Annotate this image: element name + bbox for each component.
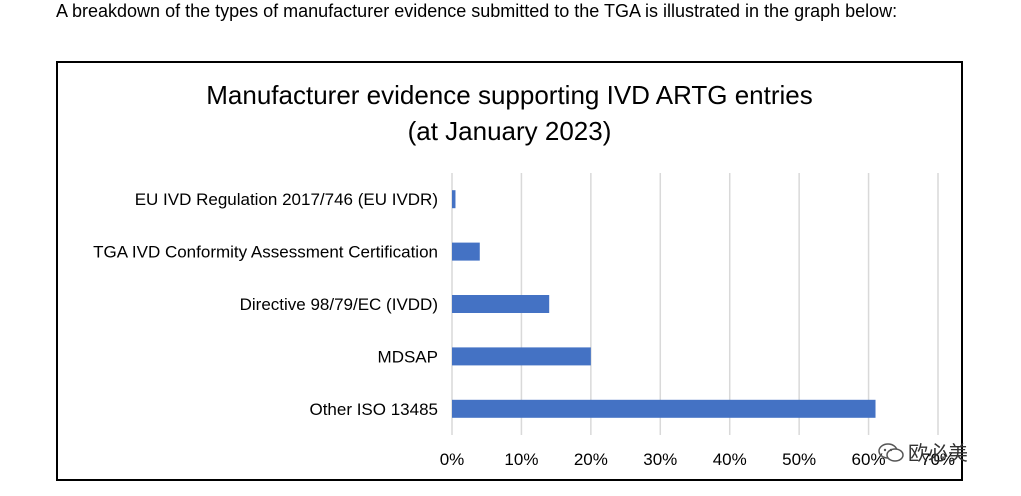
x-tick-label: 70% bbox=[921, 450, 955, 469]
x-tick-label: 50% bbox=[782, 450, 816, 469]
x-tick-label: 20% bbox=[574, 450, 608, 469]
x-tick-label: 0% bbox=[440, 450, 465, 469]
bar bbox=[452, 347, 591, 366]
watermark-text: 欧必美 bbox=[908, 443, 968, 465]
chart-frame: Manufacturer evidence supporting IVD ART… bbox=[56, 61, 963, 481]
intro-text: A breakdown of the types of manufacturer… bbox=[56, 1, 898, 21]
bar bbox=[452, 190, 456, 209]
bar-chart: 0% 10% 20% 30% 40% 50% 60% 70% EU IVD Regulation… bbox=[93, 173, 955, 469]
bar bbox=[452, 242, 480, 261]
watermark: 欧必美 bbox=[878, 437, 968, 466]
chart-title-line2: (at January 2023) bbox=[407, 116, 612, 146]
category-label: TGA IVD Conformity Assessment Certificat… bbox=[93, 243, 438, 262]
wechat-icon bbox=[878, 443, 904, 462]
x-tick-label: 40% bbox=[713, 450, 747, 469]
x-tick-label: 10% bbox=[504, 450, 538, 469]
chart-title-line1: Manufacturer evidence supporting IVD ART… bbox=[206, 80, 813, 110]
chart-title: Manufacturer evidence supporting IVD ART… bbox=[58, 77, 961, 149]
x-tick-label: 30% bbox=[643, 450, 677, 469]
category-label: Directive 98/79/EC (IVDD) bbox=[240, 295, 438, 314]
category-label: Other ISO 13485 bbox=[309, 400, 438, 419]
category-label: MDSAP bbox=[378, 347, 438, 366]
bar bbox=[452, 295, 550, 313]
bar bbox=[452, 399, 876, 418]
x-tick-label: 60% bbox=[852, 450, 886, 469]
category-label: EU IVD Regulation 2017/746 (EU IVDR) bbox=[135, 190, 438, 209]
